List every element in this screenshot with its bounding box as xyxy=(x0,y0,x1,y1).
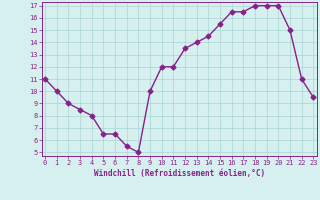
X-axis label: Windchill (Refroidissement éolien,°C): Windchill (Refroidissement éolien,°C) xyxy=(94,169,265,178)
